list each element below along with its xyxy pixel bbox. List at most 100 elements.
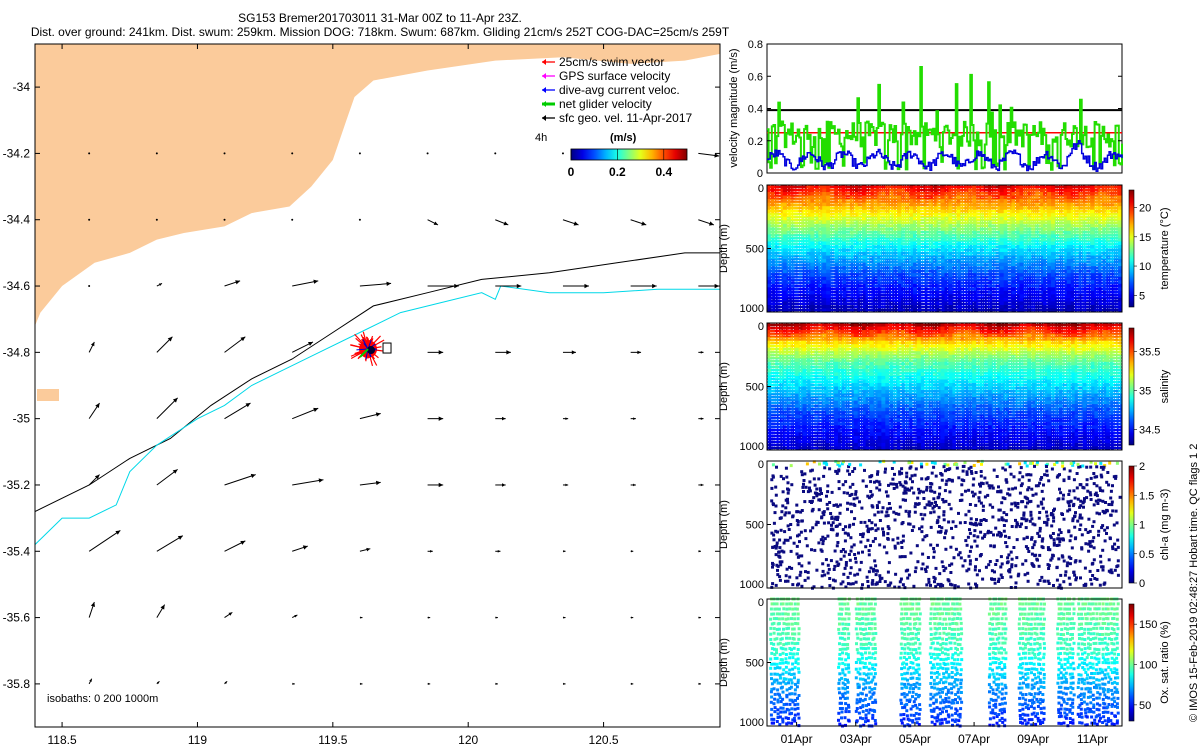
velocity-arrow [630, 219, 647, 226]
map-ytick-label: -34.2 [3, 146, 31, 160]
velocity-arrow [291, 614, 298, 619]
velocity-arrow [562, 283, 589, 289]
velocity-arrow [427, 682, 431, 685]
velocity-arrow [88, 402, 100, 419]
velocity-arrow [156, 282, 163, 287]
date-tick-label: 01Apr [781, 732, 813, 746]
velocity-arrow [494, 152, 497, 155]
section-ytick-label: 0 [758, 459, 764, 471]
colorbar-tick-label: 35.5 [1139, 346, 1160, 358]
section-ytick-label: 0 [758, 183, 764, 195]
velocity-arrow [291, 341, 314, 353]
velocity-arrow [156, 680, 160, 685]
velocity-ytick-label: 0.2 [748, 136, 763, 148]
velocity-series-line [767, 140, 1123, 173]
section-ylabel: Depth (m) [718, 500, 730, 549]
velocity-arrow [495, 549, 501, 553]
map-ytick-label: -35.6 [3, 611, 31, 625]
velocity-arrow [427, 416, 444, 421]
map-xtick-label: 119 [188, 733, 207, 747]
map-xtick-label: 119.5 [318, 733, 347, 747]
velocity-axis-ticks: 0 0.2 0.4 0.6 0.8 [748, 39, 1122, 180]
velocity-arrow [698, 550, 701, 553]
isobath-label: isobaths: 0 200 1000m [47, 693, 158, 705]
velocity-arrow [292, 682, 295, 685]
velocity-arrow [156, 535, 184, 552]
velocity-arrow [562, 682, 566, 685]
section-ylabel: Depth (m) [718, 224, 730, 273]
section-ytick-label: 1000 [740, 303, 764, 315]
date-tick-label: 11Apr [1077, 732, 1108, 746]
colorbar-tick-label: 15 [1139, 232, 1151, 244]
velocity-arrow [562, 483, 569, 487]
velocity-arrow [359, 547, 371, 552]
velocity-arrow [88, 341, 95, 353]
velocity-arrow [698, 152, 720, 158]
section-ylabel: Depth (m) [718, 362, 730, 411]
velocity-arrow [359, 281, 392, 287]
velocity-arrow [358, 218, 361, 221]
velocity-arrow [698, 616, 701, 619]
colorbar-tick-label: 34.5 [1139, 424, 1160, 436]
section-ytick-label: 0 [758, 597, 764, 609]
velocity-ylabel: velocity magnitude (m/s) [728, 48, 740, 167]
velocity-arrow [291, 218, 294, 221]
colorbar-tick-label: 1.5 [1139, 490, 1154, 502]
velocity-arrow [698, 351, 704, 354]
velocity-arrow [224, 680, 228, 685]
map-xtick-label: 118.5 [48, 733, 77, 747]
velocity-arrow [630, 682, 634, 685]
velocity-arrow [292, 407, 319, 420]
map-panel: 118.5 119 119.5 120 120.5 -34 -34.2 -34.4 -34.6 -… [3, 43, 721, 747]
velocity-arrow [426, 152, 429, 155]
velocity-arrow [630, 283, 657, 289]
map-ytick-label: -35.4 [3, 544, 31, 558]
map-xtick-label: 120 [458, 733, 478, 747]
map-ytick-label: -35 [13, 412, 31, 426]
section-ytick-label: 0 [758, 321, 764, 333]
section-ytick-label: 500 [746, 658, 764, 670]
colorbar-tick-label: 10 [1139, 261, 1151, 273]
map-ytick-label: -34.4 [3, 213, 31, 227]
velocity-arrow [427, 350, 444, 355]
velocity-arrow [155, 152, 158, 155]
velocity-arrow [698, 219, 715, 226]
velocity-ytick-label: 0.6 [748, 71, 763, 83]
map-axis-ticks: 118.5 119 119.5 120 120.5 -34 -34.2 -34.4 -34.6 -… [3, 44, 720, 747]
legend-entry: net glider velocity [542, 97, 652, 111]
velocity-arrow [562, 616, 566, 619]
date-tick-label: 09Apr [1017, 732, 1049, 746]
velocity-panel: 0 0.2 0.4 0.6 0.8 velocity magnitude (m/s) [728, 39, 1123, 180]
velocity-arrow [630, 616, 634, 619]
section-data-points [766, 322, 1124, 451]
map-xtick-label: 120.5 [589, 733, 619, 747]
velocity-arrow [292, 478, 324, 486]
velocity-ytick-label: 0 [757, 168, 763, 180]
svg-text:dive-avg current veloc.: dive-avg current veloc. [559, 83, 680, 97]
velocity-arrow [88, 601, 95, 618]
velocity-arrow [88, 218, 91, 221]
map-ytick-label: -34 [13, 80, 31, 94]
velocity-arrow [156, 468, 178, 486]
section-ytick-label: 500 [746, 244, 764, 256]
map-ytick-label: -34.8 [3, 345, 31, 359]
velocity-arrow [561, 152, 564, 155]
velocity-arrow [698, 417, 704, 420]
map-colorbar-ticks: 0 0.2 0.4 [568, 149, 672, 179]
velocity-arrow [359, 616, 363, 619]
velocity-arrow [358, 152, 361, 155]
isobath-1000m [35, 285, 720, 545]
colorbar-tick-label: 50 [1139, 700, 1151, 712]
colorbar-tick-label: 0 [1139, 578, 1145, 590]
date-tick-label: 07Apr [958, 732, 990, 746]
section-panel: 0 500 1000 Depth (m) 5 10 15 20 temperature (°C) [718, 183, 1171, 315]
coastline-land [35, 44, 720, 326]
section-panel: 0 500 1000 Depth (m) 34.5 35 35.5 salinity [718, 321, 1171, 453]
velocity-ytick-label: 0.8 [748, 39, 763, 51]
colorbar-tick-label: 20 [1139, 203, 1151, 215]
section-ytick-label: 500 [746, 382, 764, 394]
velocity-arrow [291, 152, 294, 155]
svg-text:25cm/s swim vector: 25cm/s swim vector [559, 55, 664, 69]
velocity-arrow [224, 336, 246, 353]
